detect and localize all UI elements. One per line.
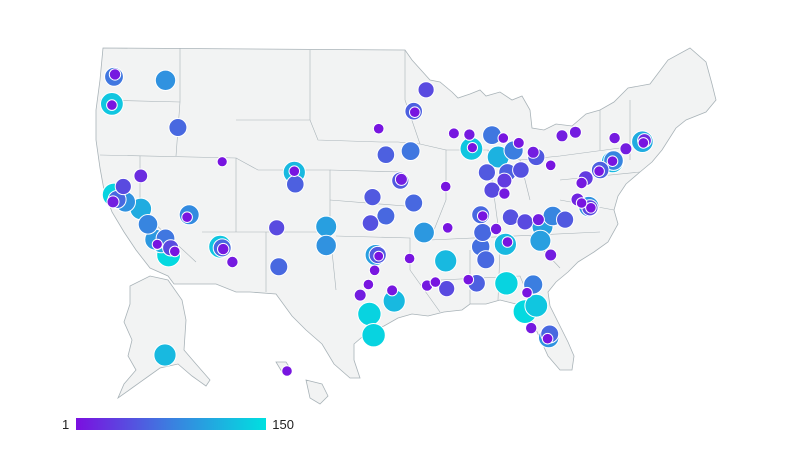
bubble-tallahassee[interactable] [494, 271, 519, 296]
bubble-el-paso[interactable] [269, 257, 289, 277]
bubble-shreveport[interactable] [403, 252, 416, 265]
bubble-cincinnati[interactable] [496, 172, 513, 189]
bubble-san-antonio[interactable] [353, 288, 367, 302]
bubble-boston-c[interactable] [637, 137, 650, 149]
bubble-des-moines[interactable] [400, 141, 421, 162]
bubble-huntsville[interactable] [473, 223, 493, 242]
bubble-chicago-b[interactable] [466, 142, 478, 154]
bubble-asheville[interactable] [516, 213, 534, 231]
bubble-lexington[interactable] [498, 187, 511, 200]
legend-min-label: 1 [62, 416, 70, 432]
bubble-bakersfield[interactable] [137, 214, 159, 235]
bubble-jackson-ms[interactable] [434, 249, 458, 273]
bubble-waco[interactable] [368, 264, 381, 277]
hawaii-shape [305, 379, 329, 405]
alaska-shape [117, 275, 211, 400]
bubble-seattle-b[interactable] [108, 68, 122, 81]
bubble-va-beach[interactable] [575, 197, 588, 209]
bubble-knoxville[interactable] [501, 208, 520, 226]
bubble-albany[interactable] [608, 131, 621, 145]
bubble-portland-b[interactable] [106, 99, 118, 111]
bubble-fort-myers[interactable] [525, 321, 538, 335]
bubble-tulsa[interactable] [376, 206, 396, 226]
bubble-amarillo[interactable] [315, 215, 338, 238]
bubble-miami-c[interactable] [541, 332, 554, 345]
bubble-buffalo[interactable] [555, 129, 569, 143]
bubble-mpls-b[interactable] [409, 106, 421, 118]
bubble-charleston[interactable] [544, 248, 558, 262]
bubble-nyc-c[interactable] [606, 155, 619, 167]
bubble-brownsville[interactable] [361, 323, 386, 348]
bubble-lubbock[interactable] [315, 234, 337, 257]
bubble-norfolk-c[interactable] [585, 202, 597, 214]
bubble-la-d[interactable] [151, 238, 163, 250]
bubble-philly-b[interactable] [593, 165, 605, 177]
bubble-albuquerque[interactable] [268, 219, 286, 237]
legend-max-label: 150 [272, 416, 294, 432]
bubble-raleigh[interactable] [556, 210, 575, 229]
bubble-orlando[interactable] [524, 293, 549, 318]
bubble-kc-b[interactable] [394, 172, 408, 186]
bubble-indianapolis[interactable] [477, 163, 496, 182]
bubble-houston-a[interactable] [386, 284, 399, 297]
bubble-colorado-springs[interactable] [286, 174, 305, 194]
bubble-layer [100, 66, 654, 377]
bubble-spokane[interactable] [154, 69, 177, 92]
bubble-rochester[interactable] [568, 125, 582, 139]
legend-gradient-bar [76, 418, 267, 430]
bubble-palm[interactable] [169, 245, 181, 258]
bubble-chattanooga[interactable] [489, 222, 503, 236]
bubble-honolulu[interactable] [281, 365, 293, 377]
bubble-salt-lake[interactable] [216, 156, 228, 168]
bubble-winston[interactable] [531, 213, 545, 227]
bubble-detroit[interactable] [512, 136, 525, 149]
bubble-tucson[interactable] [226, 255, 239, 269]
bubble-phoenix-c[interactable] [217, 242, 230, 256]
bubble-boise[interactable] [168, 118, 188, 137]
bubble-cleveland[interactable] [526, 145, 540, 159]
bubble-st-louis[interactable] [439, 180, 452, 193]
color-legend: 1 150 [62, 415, 294, 433]
bubble-austin[interactable] [362, 278, 375, 291]
bubble-new-orleans[interactable] [438, 280, 456, 298]
bubble-columbia[interactable] [529, 229, 552, 252]
bubble-reno[interactable] [133, 168, 149, 184]
bubble-mobile[interactable] [462, 273, 475, 286]
bubble-milwaukee[interactable] [463, 128, 476, 141]
bubble-dfw-c[interactable] [373, 250, 385, 262]
bubble-atlanta-b[interactable] [501, 236, 514, 248]
bubble-anchorage[interactable] [153, 343, 177, 367]
bubble-memphis[interactable] [441, 222, 454, 234]
bubble-corpus[interactable] [357, 301, 382, 327]
bubble-sacramento[interactable] [114, 177, 132, 196]
bubble-madison[interactable] [447, 127, 460, 140]
bubble-baton-rouge[interactable] [429, 276, 442, 288]
bubble-vegas-b[interactable] [181, 211, 193, 223]
bubble-lansing[interactable] [497, 132, 510, 144]
bubble-nash-b[interactable] [476, 210, 489, 222]
bubble-pittsburgh[interactable] [544, 159, 557, 172]
bubble-dc[interactable] [575, 176, 588, 190]
bubble-duluth[interactable] [417, 81, 435, 99]
bubble-sf-c[interactable] [106, 195, 120, 209]
bubble-montgomery[interactable] [476, 250, 496, 270]
land-layer [95, 47, 717, 405]
bubble-denver-b[interactable] [288, 165, 301, 177]
bubble-sioux-falls[interactable] [372, 122, 385, 135]
bubble-springfield-mo[interactable] [404, 193, 424, 213]
bubble-hartford[interactable] [619, 142, 633, 156]
bubble-okc[interactable] [361, 214, 380, 232]
bubble-wichita[interactable] [363, 188, 382, 207]
bubble-omaha[interactable] [376, 145, 396, 164]
bubble-columbus[interactable] [512, 161, 530, 179]
bubble-gainesville[interactable] [521, 286, 533, 299]
bubble-little-rock[interactable] [413, 221, 435, 244]
